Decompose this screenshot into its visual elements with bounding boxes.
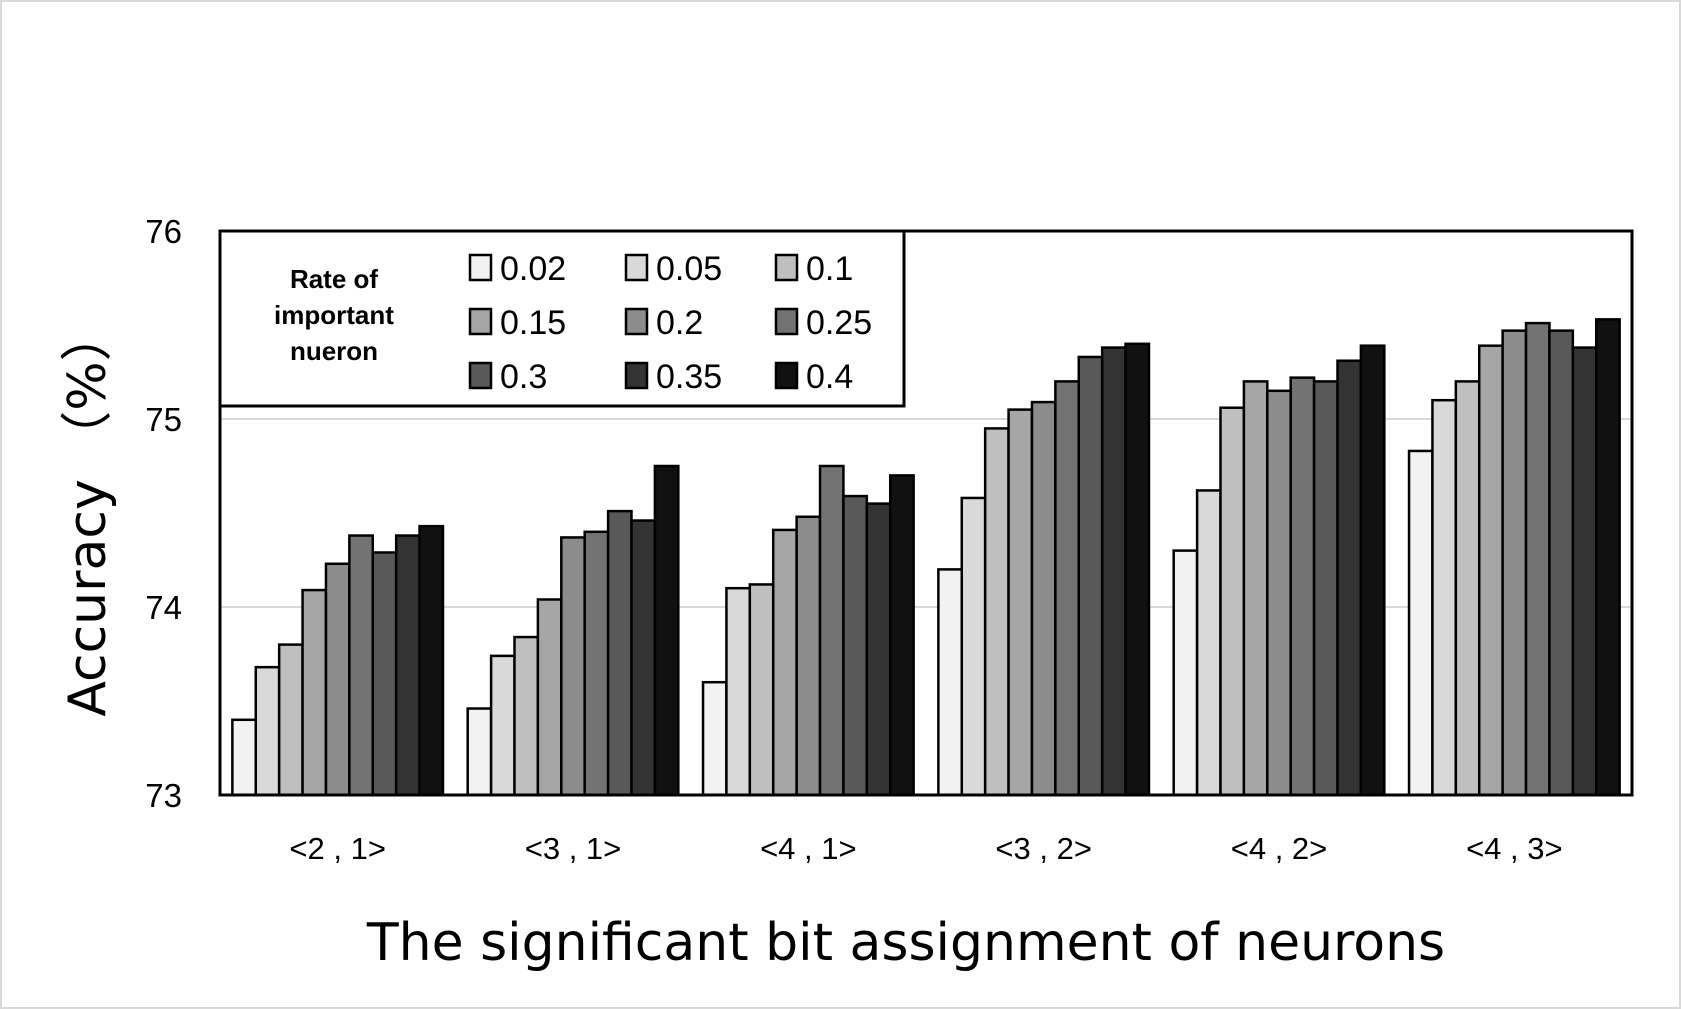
y-tick-label: 75 <box>145 401 182 438</box>
bar <box>1312 380 1339 797</box>
bar <box>324 562 351 797</box>
y-axis-title: Accuracy （%） <box>58 309 118 716</box>
bar <box>842 494 869 797</box>
bar <box>983 427 1010 797</box>
bar <box>1407 449 1434 797</box>
legend-label: 0.4 <box>806 358 853 396</box>
bar <box>795 515 822 797</box>
bar <box>653 464 680 797</box>
bar <box>960 496 987 797</box>
bar <box>1454 380 1481 797</box>
x-tick-label: <3 , 1> <box>525 831 622 866</box>
legend-label: 0.35 <box>656 358 722 396</box>
legend-label: 0.05 <box>656 250 722 288</box>
bar <box>1100 346 1127 797</box>
bar <box>1571 346 1598 797</box>
bar <box>513 635 540 797</box>
legend-title: Rate of important nueron <box>274 264 394 366</box>
legend-swatch <box>468 253 493 282</box>
bar <box>1077 355 1104 797</box>
bar <box>254 665 281 797</box>
bar <box>489 654 516 797</box>
bar <box>394 534 421 797</box>
bar <box>1242 380 1269 797</box>
legend-label: 0.1 <box>806 250 853 288</box>
bar <box>371 551 398 797</box>
bar <box>1172 549 1199 797</box>
legend-swatch <box>468 307 493 336</box>
bar <box>1431 398 1458 797</box>
x-tick-label: <4 , 3> <box>1466 831 1563 866</box>
y-tick-label: 74 <box>145 589 182 626</box>
bar <box>937 568 964 797</box>
bar <box>466 707 493 797</box>
legend-label: 0.02 <box>500 250 566 288</box>
x-axis-title: The significant bit assignment of neuron… <box>366 913 1445 973</box>
legend-swatch <box>624 307 649 336</box>
legend-label: 0.15 <box>500 304 566 342</box>
bar <box>1594 318 1621 797</box>
plot-frame <box>218 229 1634 797</box>
bar <box>1359 344 1386 797</box>
bar <box>606 509 633 797</box>
legend-label: 0.25 <box>806 304 872 342</box>
bar <box>1195 489 1222 797</box>
legend-swatch <box>774 361 799 390</box>
bar <box>771 528 798 797</box>
bar <box>1030 400 1057 797</box>
bar <box>348 534 375 797</box>
legend-label: 0.2 <box>656 304 703 342</box>
bar <box>583 530 610 797</box>
legend-title-line: nueron <box>290 336 378 366</box>
bar <box>725 586 752 797</box>
legend-swatch <box>624 253 649 282</box>
bar <box>701 680 728 797</box>
legend-title-line: Rate of <box>290 264 378 294</box>
legend-label: 0.3 <box>500 358 547 396</box>
bar <box>536 598 563 797</box>
bar <box>865 502 892 797</box>
x-tick-label: <3 , 2> <box>995 831 1092 866</box>
x-tick-label: <4 , 1> <box>760 831 857 866</box>
bar <box>1524 321 1551 797</box>
y-tick-label: 73 <box>145 777 182 814</box>
bar <box>1219 406 1246 797</box>
bar <box>1501 329 1528 797</box>
bar <box>1124 342 1151 797</box>
bar <box>231 718 258 797</box>
bar <box>301 588 328 797</box>
legend-swatch <box>468 361 493 390</box>
bar <box>748 583 775 797</box>
y-tick-label: 76 <box>145 213 182 250</box>
bar <box>1266 389 1292 797</box>
legend-swatch <box>774 307 799 336</box>
bar <box>1336 359 1363 797</box>
bar <box>1548 329 1575 797</box>
x-tick-label: <4 , 2> <box>1231 831 1328 866</box>
legend: Rate of important nueron 0.02 0.05 0.1 0.15 0.2… <box>218 229 906 408</box>
bar <box>277 643 304 797</box>
bar <box>818 464 845 797</box>
y-tick-labels: 73 74 75 76 <box>145 213 182 814</box>
legend-title-line: important <box>274 300 394 330</box>
bar <box>560 536 586 797</box>
bar <box>418 524 445 797</box>
bar <box>1007 408 1034 797</box>
legend-swatch <box>624 361 649 390</box>
bar <box>1054 380 1081 797</box>
bar <box>630 519 657 797</box>
legend-swatch <box>774 253 799 282</box>
x-tick-labels: <2 , 1> <3 , 1> <4 , 1> <3 , 2> <4 , 2> <4 , … <box>289 831 1562 866</box>
bar <box>888 474 915 797</box>
bar <box>1477 344 1504 797</box>
x-tick-label: <2 , 1> <box>289 831 386 866</box>
bars <box>231 318 1621 797</box>
gridlines <box>220 418 1632 608</box>
bar <box>1289 376 1316 797</box>
